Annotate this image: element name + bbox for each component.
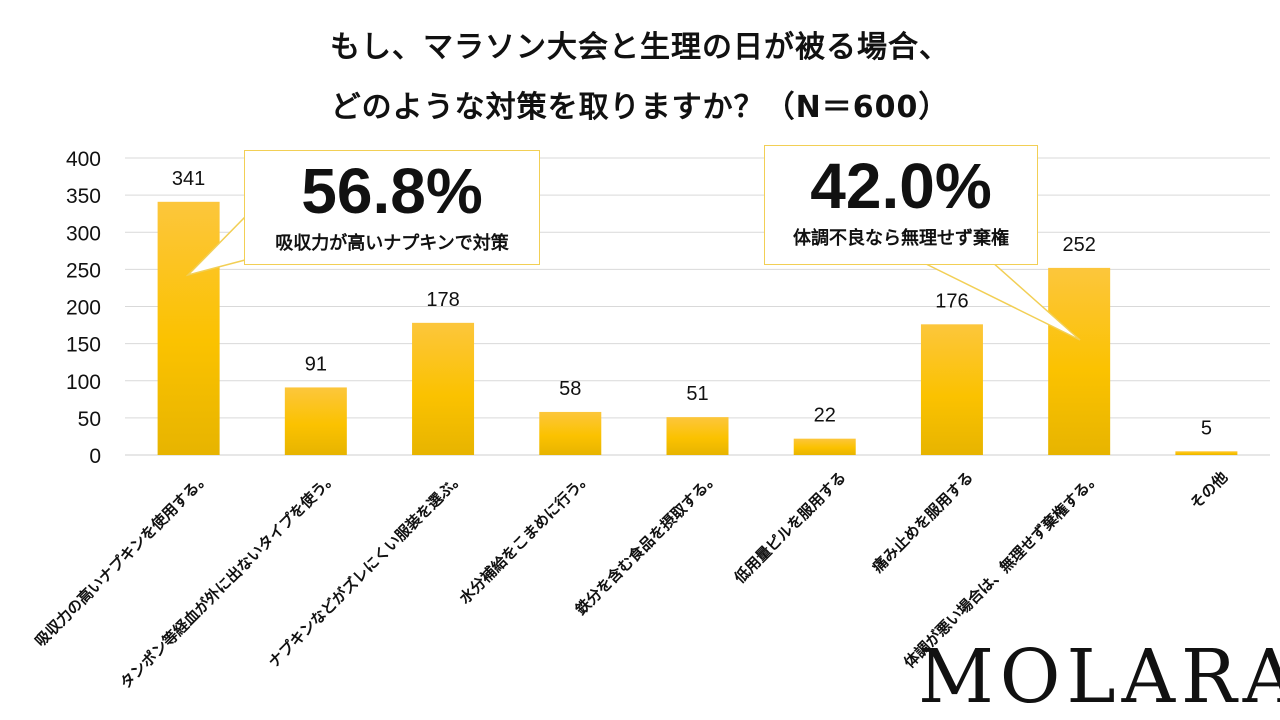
- category-label: その他: [1187, 468, 1232, 513]
- callout-percent: 56.8%: [301, 155, 483, 227]
- y-tick-label: 200: [66, 297, 101, 320]
- bar: [284, 387, 347, 455]
- bar: [1048, 267, 1111, 455]
- y-tick-label: 0: [89, 445, 101, 468]
- bar-value-label: 58: [559, 378, 581, 400]
- y-tick-label: 50: [78, 408, 101, 431]
- callout-absorbent-pad: 56.8% 吸収力が高いナプキンで対策: [244, 150, 540, 265]
- bar-value-label: 178: [426, 289, 459, 311]
- bar-value-label: 91: [305, 353, 327, 375]
- bar: [1175, 451, 1238, 455]
- chart-title-line1: もし、マラソン大会と生理の日が被る場合、: [330, 30, 950, 65]
- bar: [539, 411, 602, 455]
- y-tick-label: 150: [66, 334, 101, 357]
- bar: [920, 324, 983, 455]
- y-tick-label: 250: [66, 259, 101, 282]
- bar: [666, 417, 729, 455]
- bar: [793, 438, 856, 455]
- category-label: 水分補給をこまめに行う。: [456, 468, 595, 607]
- y-tick-label: 400: [66, 148, 101, 171]
- callout-percent: 42.0%: [810, 150, 992, 222]
- bar-value-label: 176: [935, 290, 968, 312]
- bar-value-label: 252: [1062, 234, 1095, 256]
- bar-value-label: 51: [686, 383, 708, 405]
- category-label: タンポン等経血が外に出ないタイプを使う。: [116, 468, 340, 692]
- bar: [157, 201, 220, 455]
- bar-value-label: 5: [1201, 417, 1212, 439]
- callout-label: 吸収力が高いナプキンで対策: [275, 233, 509, 254]
- bar: [412, 322, 475, 455]
- callout-label: 体調不良なら無理せず棄権: [793, 228, 1009, 249]
- category-label: 鉄分を含む食品を摂取する。: [572, 468, 723, 619]
- callout-withdraw: 42.0% 体調不良なら無理せず棄権: [764, 145, 1038, 265]
- category-label: 痛み止めを服用する: [868, 468, 977, 577]
- y-tick-label: 100: [66, 371, 101, 394]
- y-tick-label: 350: [66, 185, 101, 208]
- bar-value-label: 341: [172, 168, 205, 190]
- y-tick-label: 300: [66, 222, 101, 245]
- bar-value-label: 22: [814, 405, 836, 427]
- molara-logo: MOLARA: [918, 634, 1280, 720]
- category-label: ナプキンなどがズレにくい服装を選ぶ。: [265, 468, 468, 671]
- category-label: 低用量ピルを服用する: [730, 468, 850, 588]
- chart-title-line2: どのような対策を取りますか？（N＝600）: [330, 90, 950, 125]
